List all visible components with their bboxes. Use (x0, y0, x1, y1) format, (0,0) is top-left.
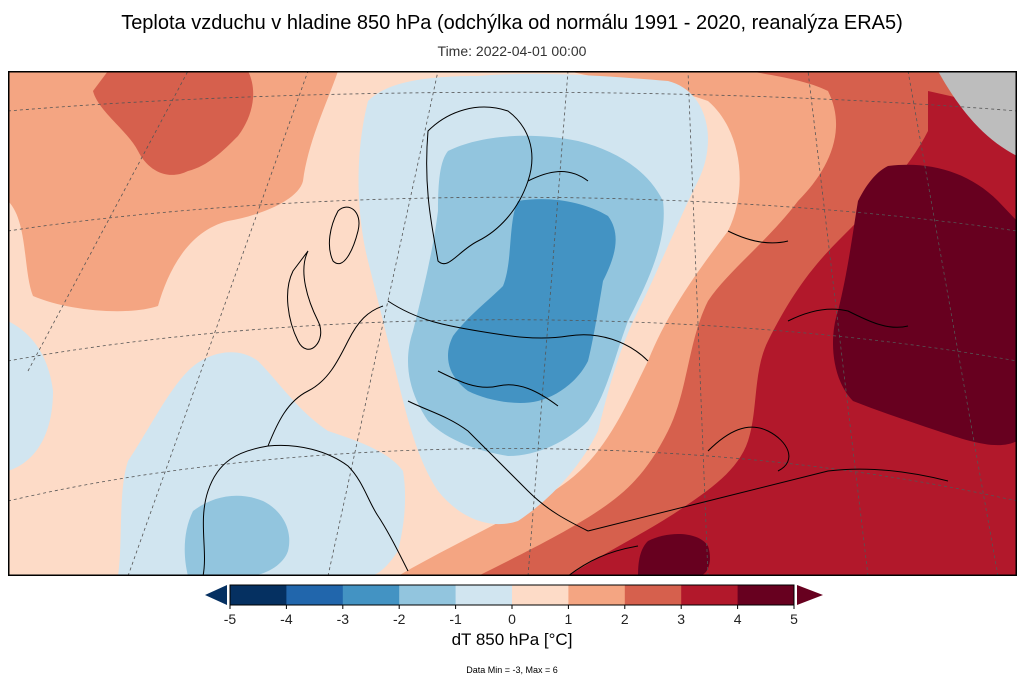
colorbar-segment (568, 585, 626, 605)
colorbar-segment (399, 585, 457, 605)
colorbar-under-arrow (205, 585, 227, 605)
colorbar-tick-label: 1 (565, 611, 573, 627)
colorbar-tick-label: -5 (224, 611, 237, 627)
colorbar-segment (512, 585, 569, 605)
colorbar-over-arrow (797, 585, 823, 605)
colorbar-tick-label: -1 (449, 611, 462, 627)
colorbar-tick-labels: -5 -4 -3 -2 -1 0 1 2 3 4 5 (224, 611, 798, 627)
colorbar-ticks (229, 605, 795, 609)
colorbar-segment (286, 585, 344, 605)
data-range-note: Data Min = -3, Max = 6 (466, 665, 558, 675)
colorbar-tick-label: 2 (621, 611, 629, 627)
colorbar-label: dT 850 hPa [°C] (451, 630, 573, 649)
field-central-coldest (448, 199, 616, 403)
colorbar-segment (624, 585, 682, 605)
field-northwest-warm (8, 71, 88, 121)
colorbar-tick-label: 0 (508, 611, 516, 627)
colorbar-segment (737, 585, 795, 605)
field-atlantic-hot (93, 71, 254, 175)
colorbar-segments (230, 585, 795, 605)
colorbar-tick-label: -3 (337, 611, 350, 627)
chart-title: Teplota vzduchu v hladine 850 hPa (odchý… (121, 12, 903, 34)
chart-subtitle: Time: 2022-04-01 00:00 (437, 43, 587, 59)
colorbar-tick-label: 3 (677, 611, 685, 627)
field-southeast-extreme (638, 534, 710, 576)
field-iberia-cold (184, 495, 290, 576)
coastlines (202, 106, 949, 576)
graticule (8, 71, 1017, 576)
field-east-extreme (833, 164, 1017, 446)
colorbar-segment (342, 585, 400, 605)
colorbar-tick-label: 4 (734, 611, 742, 627)
colorbar: -5 -4 -3 -2 -1 0 1 2 3 4 5 (205, 584, 823, 627)
colorbar-tick-label: -2 (393, 611, 406, 627)
field-atlantic-warm (8, 71, 338, 312)
colorbar-tick-label: 5 (790, 611, 798, 627)
colorbar-segment (455, 585, 513, 605)
colorbar-tick-label: -4 (280, 611, 293, 627)
anomaly-map (8, 71, 1017, 576)
field-west-cool (8, 321, 53, 471)
colorbar-segment (681, 585, 739, 605)
map-frame (8, 71, 1017, 576)
colorbar-segment (230, 585, 287, 605)
no-data-corner (938, 71, 1017, 156)
